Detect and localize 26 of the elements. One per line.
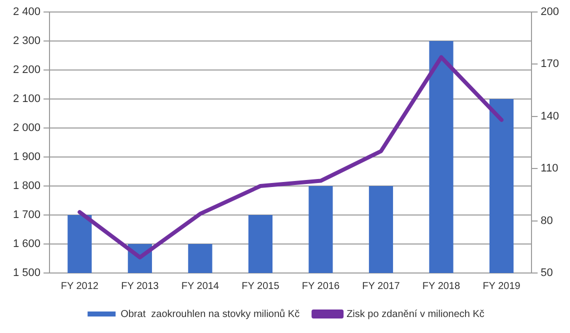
y2-tick-label: 80 [540,214,553,227]
y-tick-label: 1 500 [12,267,41,280]
x-tick-label: FY 2016 [302,280,340,292]
y2-tick-label: 200 [540,6,560,18]
y-tick-label: 2 100 [12,93,41,106]
x-tick-label: FY 2013 [121,280,160,292]
y2-tick-label: 170 [540,58,560,70]
y2-tick-label: 140 [540,110,560,122]
y-tick-label: 1 600 [12,238,41,250]
y-tick-label: 1 900 [12,151,41,164]
x-tick-label: FY 2018 [422,280,460,292]
y-tick-label: 1 800 [12,180,41,192]
legend-label: Zisk po zdanění v milionech Kč [346,308,484,320]
x-tick-label: FY 2019 [482,280,521,292]
y-tick-label: 2 400 [12,6,41,18]
y-tick-label: 2 200 [12,64,41,76]
y-tick-label: 1 700 [12,209,41,222]
x-tick-label: FY 2017 [362,280,400,292]
y-tick-label: 2 000 [12,122,41,134]
x-tick-label: FY 2012 [60,280,99,292]
y2-tick-label: 50 [540,267,553,280]
y-tick-label: 2 300 [12,35,41,48]
legend-label: Obrat zaokrouhlen na stovky milionů Kč [120,308,300,320]
x-tick-label: FY 2015 [242,280,280,292]
x-tick-label: FY 2014 [181,280,220,292]
y2-tick-label: 110 [540,162,558,175]
